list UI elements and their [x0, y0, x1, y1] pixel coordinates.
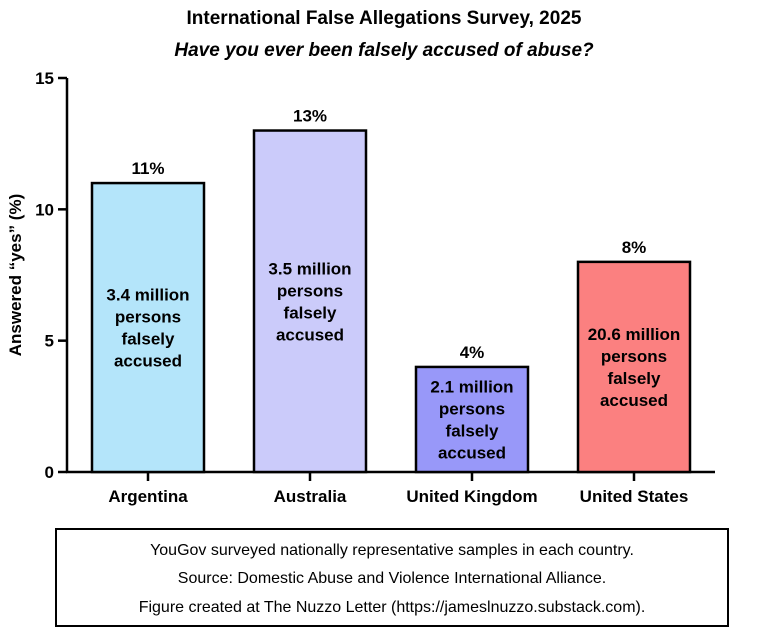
- bars: 11% 3.4 million persons falsely accused 13% 3.…: [90, 107, 692, 474]
- x-tick-label: Australia: [274, 487, 347, 506]
- bar-annotation: 3.5 million persons falsely accused: [268, 259, 351, 344]
- note-credit: Figure created at The Nuzzo Letter (http…: [138, 599, 646, 616]
- notes-box: YouGov surveyed nationally representativ…: [55, 528, 729, 627]
- bar-united-states: [576, 260, 692, 474]
- bar-argentina: [90, 181, 206, 474]
- x-tick-label: Argentina: [108, 487, 188, 506]
- data-label: 11%: [131, 159, 164, 178]
- bar-united-kingdom: [414, 365, 530, 474]
- data-label: 13%: [293, 107, 327, 126]
- y-axis-label: Answered “yes” (%): [6, 194, 25, 357]
- chart-title: International False Allegations Survey, …: [186, 8, 582, 29]
- bar-annotation: 2.1 million persons falsely accused: [430, 377, 513, 462]
- bar-annotation: 3.4 million persons falsely accused: [106, 286, 189, 371]
- data-label: 4%: [460, 343, 485, 362]
- data-label: 8%: [622, 238, 647, 257]
- x-tick-label: United States: [580, 487, 689, 506]
- note-survey: YouGov surveyed nationally representativ…: [150, 542, 634, 559]
- y-tick-label: 10: [35, 200, 54, 219]
- chart-subtitle: Have you ever been falsely accused of ab…: [174, 40, 594, 61]
- x-tick-label: United Kingdom: [406, 487, 537, 506]
- y-tick-label: 0: [45, 463, 54, 482]
- y-tick-label: 5: [45, 332, 54, 351]
- bar-australia: [252, 129, 368, 474]
- y-tick-label: 15: [35, 69, 54, 88]
- bar-chart: 0 5 10 15 Argentina Australia United Kingdom Un…: [6, 69, 715, 506]
- bar-annotation: 20.6 million persons falsely accused: [588, 325, 681, 410]
- note-source: Source: Domestic Abuse and Violence Inte…: [177, 570, 607, 587]
